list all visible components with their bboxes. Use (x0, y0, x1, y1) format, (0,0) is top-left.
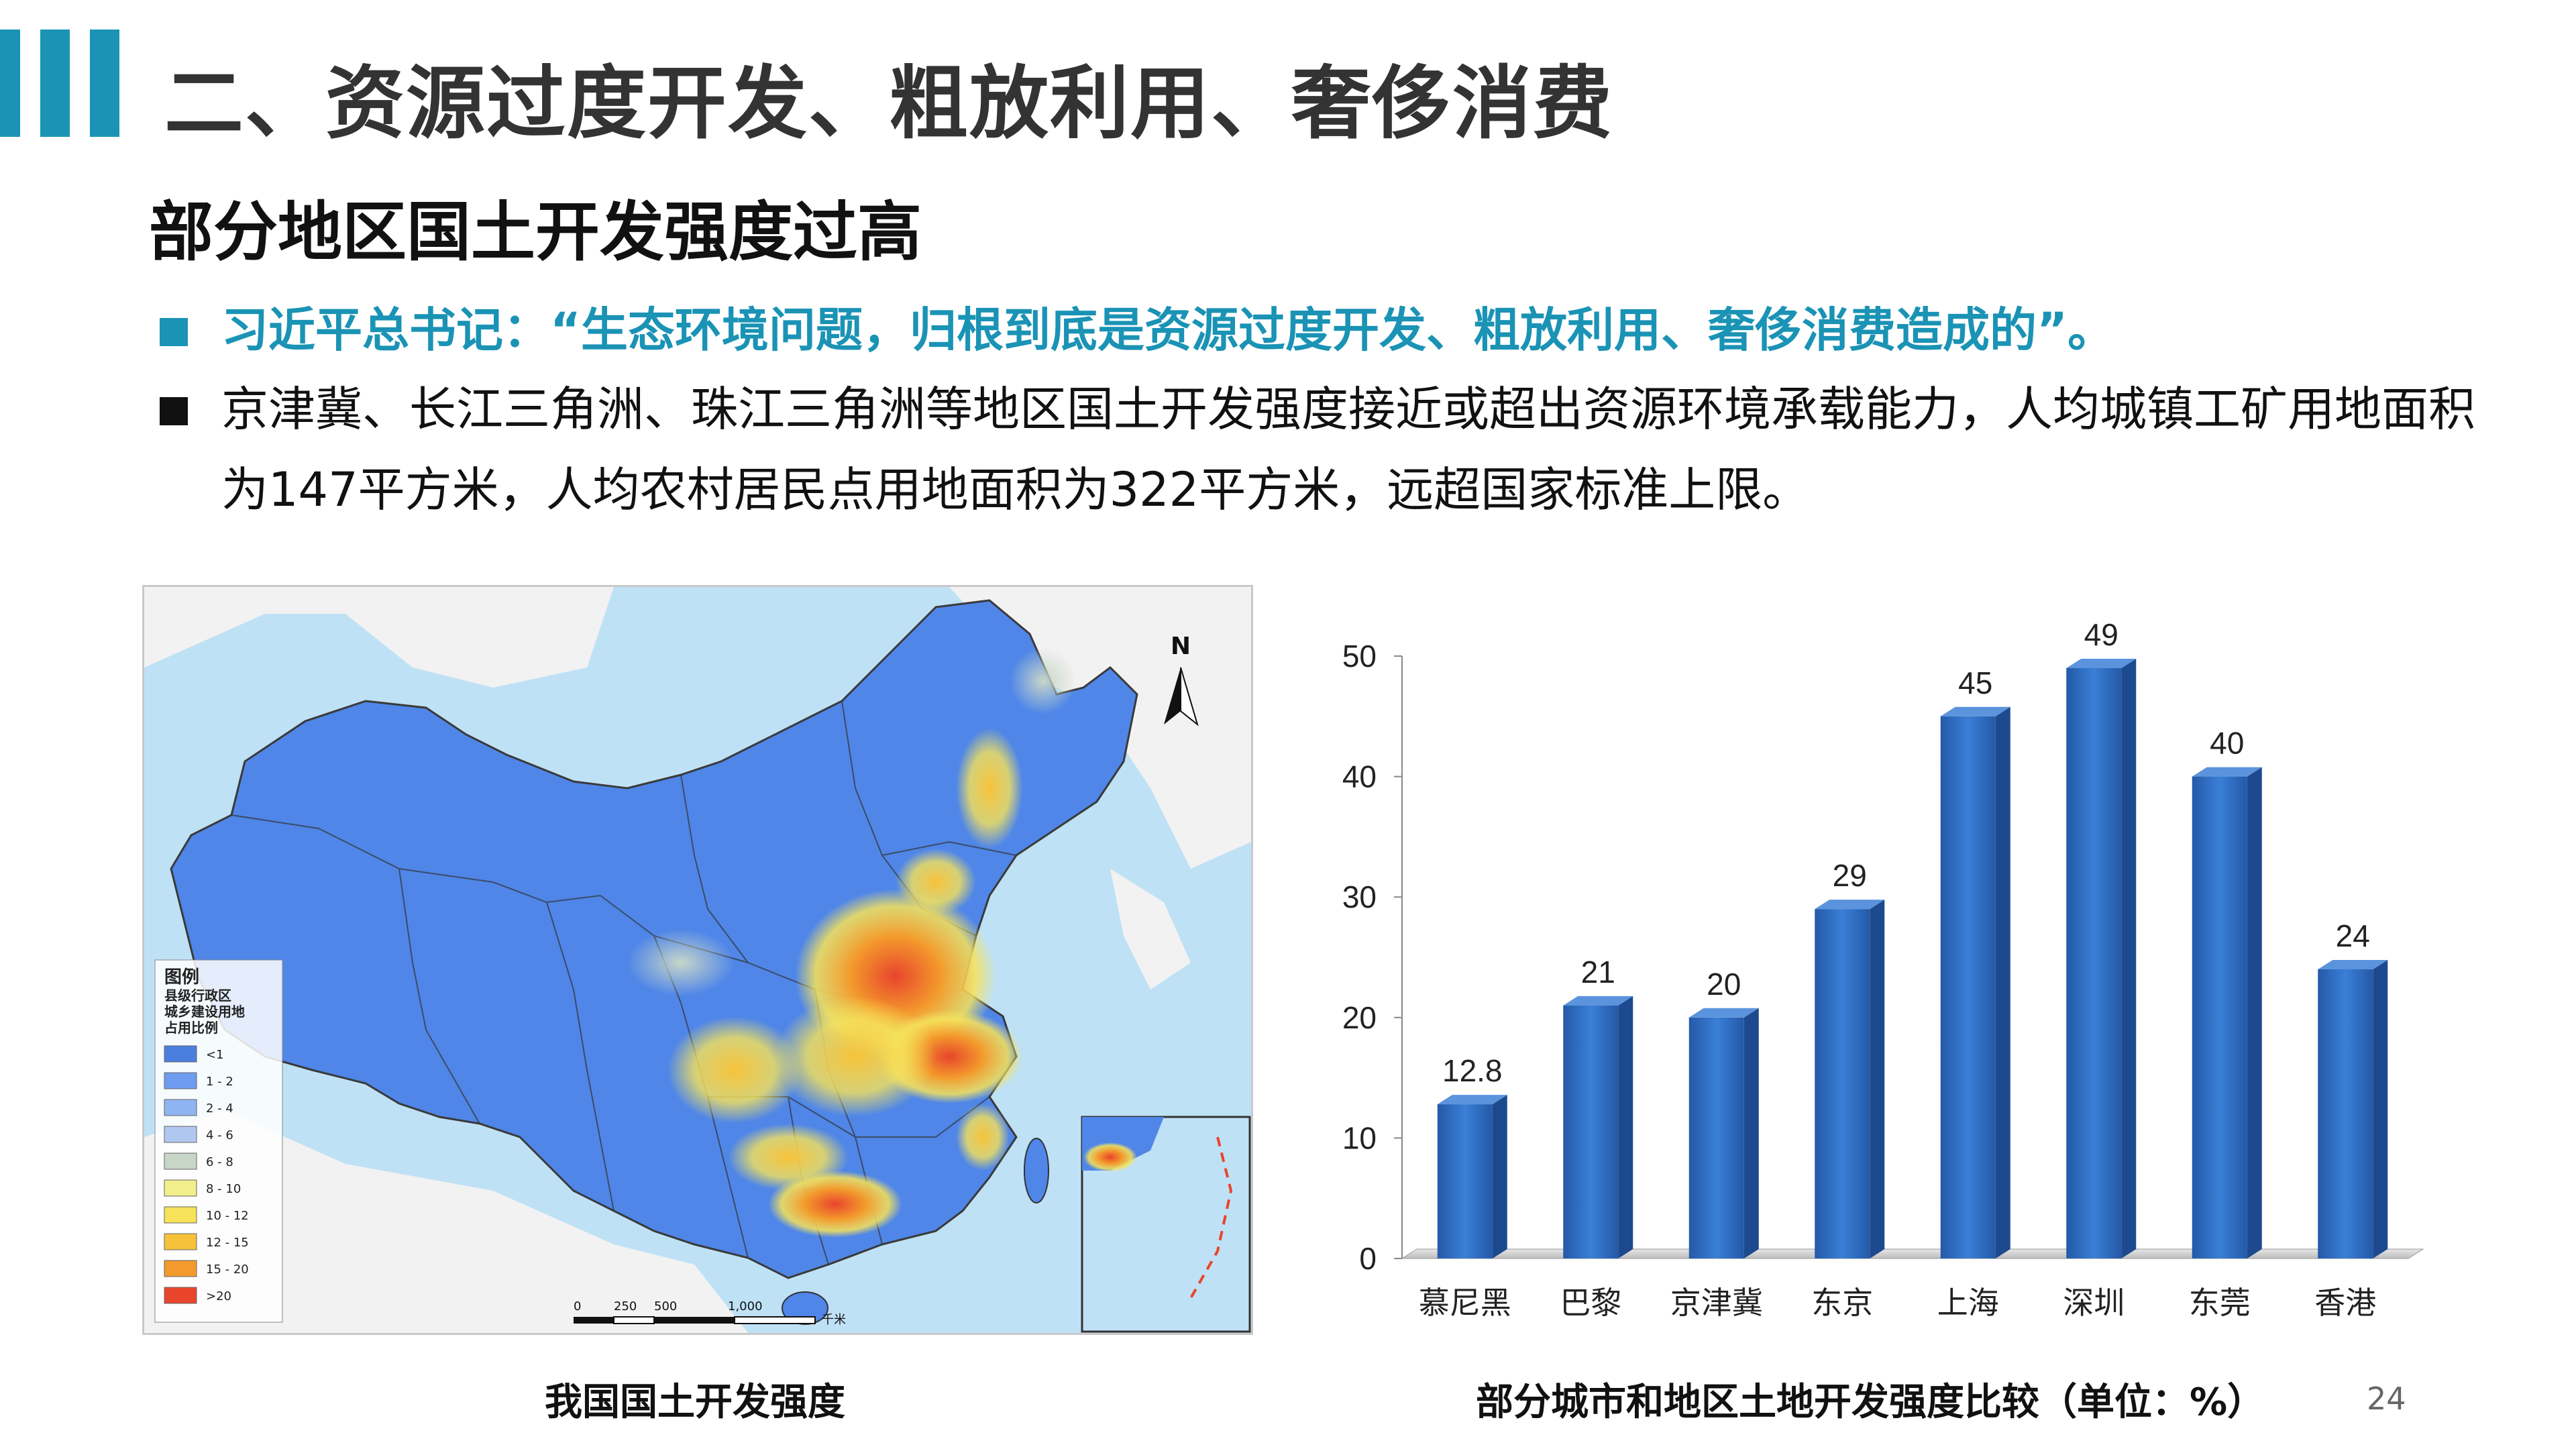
legend-title: 图例 (164, 967, 199, 987)
svg-text:占用比例: 占用比例 (164, 1020, 218, 1036)
legend-label: 6 - 8 (206, 1155, 233, 1169)
bar (2318, 969, 2373, 1258)
legend-swatch (164, 1152, 197, 1170)
legend-swatch (164, 1233, 197, 1250)
legend-label: 12 - 15 (206, 1236, 249, 1250)
taiwan-island (1024, 1138, 1049, 1203)
bullet-quote: 习近平总书记：“生态环境问题，归根到底是资源过度开发、粗放利用、奢侈消费造成的”… (160, 290, 2521, 370)
neighbour-land (1110, 869, 1191, 989)
legend-label: 2 - 4 (206, 1102, 233, 1116)
bar-top (1437, 1095, 1507, 1105)
bar-chart: 0 10 20 30 40 50 12.8 慕尼黑 21 巴黎 20 京津冀 29 东京 45 上海 49 深圳… (1301, 597, 2455, 1335)
bullet-statement-text: 京津冀、长江三角洲、珠江三角洲等地区国土开发强度接近或超出资源环境承载能力，人均… (221, 382, 2475, 517)
bullet-square-icon (160, 397, 188, 425)
legend-swatch (164, 1072, 197, 1089)
bar-top (1688, 1008, 1759, 1018)
bar-side (2373, 959, 2388, 1258)
x-tick-label: 慕尼黑 (1419, 1285, 1511, 1320)
svg-text:县级行政区: 县级行政区 (164, 987, 231, 1004)
svg-text:千米: 千米 (822, 1313, 846, 1327)
svg-text:1,000: 1,000 (728, 1299, 763, 1313)
page-title: 二、资源过度开发、粗放利用、奢侈消费 (164, 57, 1614, 150)
legend-label: <1 (206, 1048, 224, 1062)
y-tick-label: 30 (1342, 879, 1377, 914)
bar-top (1940, 706, 2010, 716)
bar (2066, 667, 2122, 1258)
bar (1815, 909, 1870, 1258)
legend-swatch (164, 1206, 197, 1224)
neighbour-land (144, 1110, 748, 1333)
bar (1940, 716, 1996, 1258)
bar-top (1563, 996, 1633, 1006)
legend-label: 1 - 2 (206, 1075, 233, 1089)
bar-value-label: 20 (1707, 967, 1741, 1002)
bar (2192, 776, 2247, 1258)
bar (1563, 1005, 1619, 1258)
y-tick-label: 40 (1342, 759, 1377, 794)
bar-side (1743, 1008, 1759, 1258)
china-development-map: N 0 250 500 1,000 千米 图例 县级行政区 城乡建设用地 占用比… (142, 585, 1253, 1335)
north-arrow-icon (1164, 667, 1199, 727)
bullet-square-icon (160, 318, 188, 346)
legend-swatch (164, 1287, 197, 1304)
y-tick-label: 50 (1342, 639, 1377, 674)
x-tick-label: 京津冀 (1670, 1285, 1763, 1320)
legend-label: >20 (206, 1289, 231, 1303)
bar-value-label: 29 (1833, 858, 1867, 893)
bar-top (2192, 767, 2262, 777)
bar-value-label: 45 (1958, 665, 1992, 700)
legend-label: 8 - 10 (206, 1182, 241, 1196)
bar-side (1618, 996, 1633, 1258)
bar-value-label: 49 (2084, 617, 2118, 652)
svg-text:500: 500 (654, 1299, 677, 1313)
bar-side (1492, 1095, 1507, 1258)
y-tick-label: 0 (1359, 1241, 1377, 1276)
legend-swatch (164, 1099, 197, 1116)
svg-text:城乡建设用地: 城乡建设用地 (164, 1004, 245, 1020)
legend-swatch (164, 1179, 197, 1197)
x-tick-label: 深圳 (2063, 1285, 2125, 1320)
x-tick-label: 东京 (1811, 1285, 1873, 1320)
legend-label: 10 - 12 (206, 1209, 249, 1223)
chart-caption: 部分城市和地区土地开发强度比较（单位：%） (1476, 1381, 2265, 1424)
bar-value-label: 21 (1581, 955, 1615, 989)
svg-text:0: 0 (574, 1299, 581, 1313)
bar-top (2066, 658, 2137, 668)
bar-top (2318, 959, 2388, 969)
legend-swatch (164, 1045, 197, 1063)
scale-bar: 0 250 500 1,000 千米 (574, 1299, 846, 1327)
bar-side (1995, 706, 2010, 1258)
intensity-hotspots (627, 647, 1077, 1238)
map-legend: 图例 县级行政区 城乡建设用地 占用比例 <1 1 - 2 2 - 4 4 - 6 6 … (154, 959, 283, 1323)
legend-label: 4 - 6 (206, 1128, 233, 1142)
bar (1437, 1104, 1493, 1258)
bar-value-label: 40 (2210, 726, 2244, 761)
x-tick-label: 上海 (1937, 1285, 1999, 1320)
legend-swatch (164, 1126, 197, 1143)
bar-side (2121, 658, 2137, 1258)
x-tick-label: 东莞 (2189, 1285, 2251, 1320)
y-tick-label: 10 (1342, 1120, 1377, 1155)
bullet-statement: 京津冀、长江三角洲、珠江三角洲等地区国土开发强度接近或超出资源环境承载能力，人均… (160, 369, 2521, 530)
page-subtitle: 部分地区国土开发强度过高 (149, 195, 922, 270)
north-label: N (1171, 633, 1191, 660)
bar-side (1870, 900, 1885, 1258)
bar-side (2247, 767, 2262, 1258)
svg-text:250: 250 (614, 1299, 637, 1313)
map-caption: 我国国土开发强度 (545, 1381, 845, 1424)
x-tick-label: 香港 (2314, 1285, 2376, 1320)
x-tick-label: 巴黎 (1560, 1285, 1621, 1320)
bar-value-label: 12.8 (1442, 1053, 1503, 1088)
legend-swatch (164, 1260, 197, 1277)
legend-label: 15 - 20 (206, 1263, 249, 1277)
bar (1688, 1017, 1744, 1258)
section-bars-icon (0, 30, 121, 137)
bar-value-label: 24 (2336, 918, 2370, 953)
bar-top (1815, 900, 1885, 910)
y-tick-label: 20 (1342, 1000, 1377, 1035)
neighbour-land (144, 587, 614, 688)
bullet-quote-text: 习近平总书记：“生态环境问题，归根到底是资源过度开发、粗放利用、奢侈消费造成的”… (221, 303, 2115, 358)
page-number: 24 (2367, 1381, 2406, 1417)
chart-floor (1401, 1248, 2424, 1259)
